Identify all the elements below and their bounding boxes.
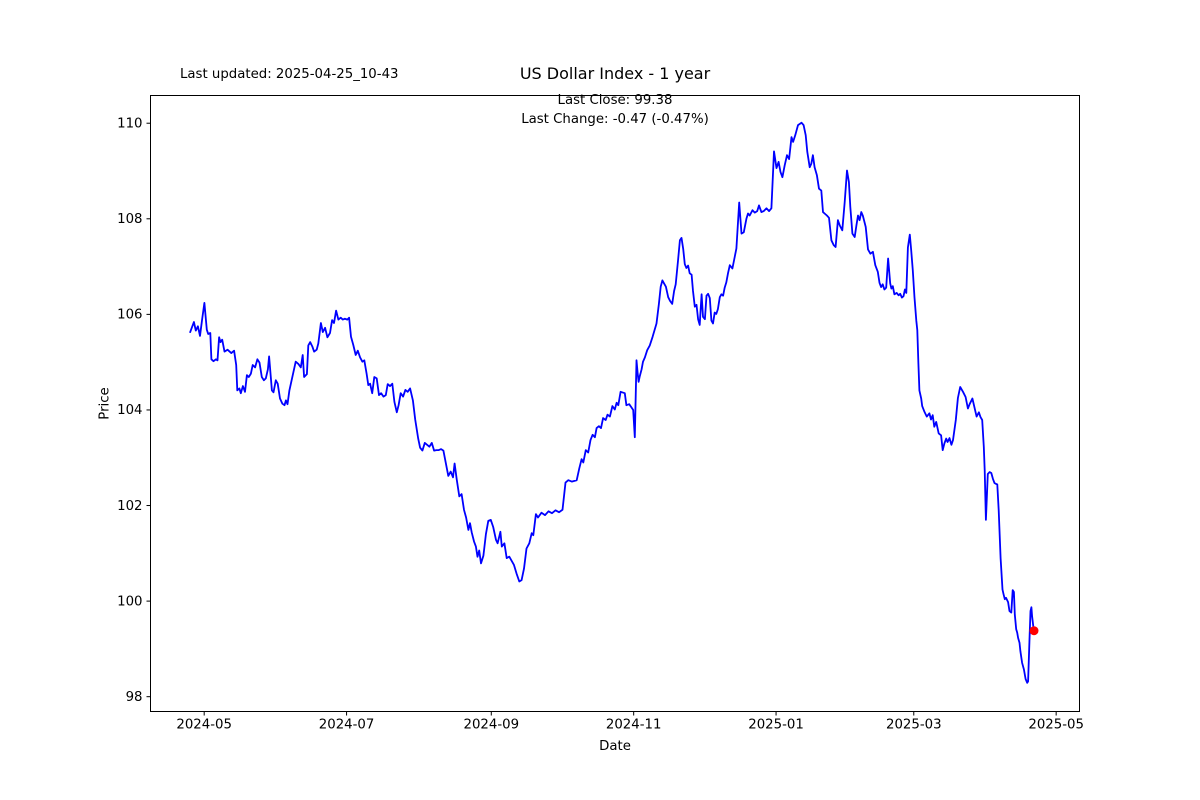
- x-axis-label: Date: [599, 739, 631, 754]
- x-tick-label: 2024-09: [464, 717, 520, 732]
- last-change-annotation: Last Change: -0.47 (-0.47%): [521, 111, 709, 127]
- x-tick-label: 2025-05: [1028, 717, 1084, 732]
- y-tick-label: 108: [117, 212, 142, 227]
- chart-title: US Dollar Index - 1 year: [519, 64, 711, 83]
- y-tick-label: 110: [117, 116, 142, 131]
- axes-frame: [150, 95, 1080, 712]
- last-close-marker: [1029, 626, 1039, 636]
- last-updated-label: Last updated: 2025-04-25_10-43: [180, 67, 399, 82]
- last-close-annotation: Last Close: 99.38: [557, 93, 673, 108]
- x-tick-label: 2025-03: [886, 717, 942, 732]
- y-axis-label: Price: [97, 387, 113, 420]
- y-tick-label: 100: [117, 594, 142, 609]
- y-tick-label: 106: [117, 308, 142, 323]
- x-tick-label: 2024-07: [319, 717, 375, 732]
- chart-annotation: Last Close: 99.38 Last Change: -0.47 (-0…: [0, 92, 1200, 129]
- y-tick-label: 104: [117, 403, 142, 418]
- x-tick-label: 2024-05: [176, 717, 232, 732]
- x-tick-label: 2024-11: [606, 717, 662, 732]
- y-tick-label: 102: [117, 499, 142, 514]
- x-tick-label: 2025-01: [748, 717, 804, 732]
- price-series-line: [189, 121, 1035, 684]
- y-tick-label: 98: [126, 690, 143, 705]
